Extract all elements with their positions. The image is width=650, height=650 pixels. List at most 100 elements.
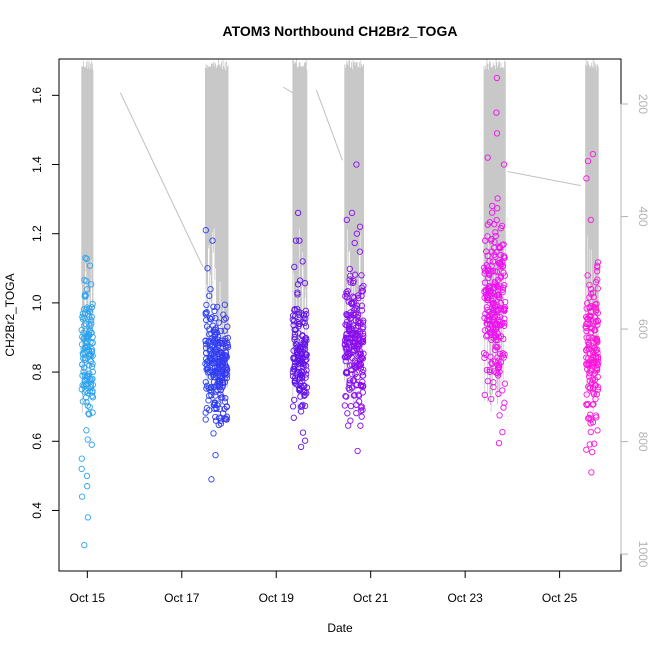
data-point [206, 292, 213, 299]
x-tick-label: Oct 25 [542, 591, 578, 605]
data-point [217, 420, 225, 427]
data-point [353, 161, 360, 168]
data-point [594, 321, 601, 328]
data-point [353, 230, 361, 237]
data-point [224, 334, 231, 342]
data-point [584, 338, 591, 345]
altitude-profile-segment [81, 60, 94, 413]
data-point [490, 383, 497, 391]
data-point [202, 378, 209, 386]
data-point [297, 443, 305, 451]
data-point [497, 359, 505, 366]
altitude-profile-connector [283, 86, 294, 94]
data-point [212, 392, 219, 399]
data-point [484, 221, 491, 228]
data-point [85, 352, 93, 360]
data-point [302, 315, 309, 322]
data-point [297, 350, 304, 358]
data-point [346, 276, 353, 283]
data-point [497, 306, 505, 313]
data-point [294, 289, 301, 296]
data-point [589, 343, 596, 350]
data-point [205, 384, 212, 392]
data-point [494, 354, 501, 361]
data-point [592, 278, 600, 286]
data-point [80, 364, 88, 371]
data-point [348, 209, 356, 217]
data-point [589, 376, 596, 383]
data-point [350, 392, 358, 399]
data-point [352, 333, 359, 340]
data-point [589, 401, 596, 408]
data-point [290, 354, 297, 361]
data-point [486, 321, 494, 328]
altitude-profile-segment [344, 60, 364, 411]
data-point [345, 352, 352, 360]
data-point [592, 308, 600, 315]
data-point [212, 417, 220, 424]
data-point [210, 371, 217, 379]
data-point [357, 422, 364, 429]
data-point [358, 272, 365, 279]
data-point [303, 311, 310, 318]
secondary-tick-label: 200 [636, 94, 650, 114]
data-point [203, 316, 210, 324]
data-point [219, 364, 226, 371]
data-point [80, 382, 87, 390]
data-point [202, 409, 209, 416]
data-point [82, 292, 89, 299]
data-point [219, 409, 227, 417]
data-point [590, 293, 597, 301]
data-point [497, 300, 505, 307]
data-point [297, 393, 304, 400]
data-point [212, 353, 219, 361]
data-point [88, 345, 95, 353]
data-point [499, 262, 507, 270]
data-point [489, 258, 497, 265]
data-point [85, 411, 93, 418]
data-point [80, 329, 87, 336]
data-point [588, 328, 595, 336]
data-point [501, 322, 508, 329]
data-point [300, 345, 307, 352]
data-point [496, 412, 503, 419]
data-point [213, 369, 221, 376]
data-point [208, 343, 216, 351]
y-tick-label: 1.6 [30, 87, 44, 104]
y-tick-label: 0.8 [30, 363, 44, 380]
data-point [593, 391, 600, 398]
data-point [586, 320, 593, 328]
data-point [223, 416, 230, 423]
data-point [81, 276, 88, 284]
data-point [493, 281, 500, 288]
data-point [358, 288, 365, 295]
data-point [354, 313, 361, 321]
data-point [488, 360, 496, 368]
data-point [219, 367, 227, 374]
data-point [303, 337, 310, 344]
data-point [481, 279, 489, 286]
data-point [203, 349, 210, 357]
data-point [494, 195, 501, 202]
data-point [202, 227, 209, 234]
data-point [350, 329, 358, 336]
data-point [497, 260, 504, 268]
data-point [360, 323, 367, 331]
data-point [222, 343, 229, 350]
data-point [210, 430, 217, 437]
data-point [217, 327, 225, 335]
data-point [211, 400, 218, 407]
data-point [89, 360, 96, 367]
altitude-profile [81, 59, 599, 413]
x-tick-label: Oct 15 [70, 591, 106, 605]
data-point [356, 328, 363, 336]
data-point [484, 377, 491, 385]
data-point [301, 437, 309, 444]
data-point [356, 248, 364, 255]
data-point [587, 285, 595, 293]
data-point [493, 320, 500, 328]
data-point [210, 303, 217, 310]
data-point [481, 327, 488, 334]
data-point [485, 270, 492, 278]
data-point [502, 298, 509, 306]
